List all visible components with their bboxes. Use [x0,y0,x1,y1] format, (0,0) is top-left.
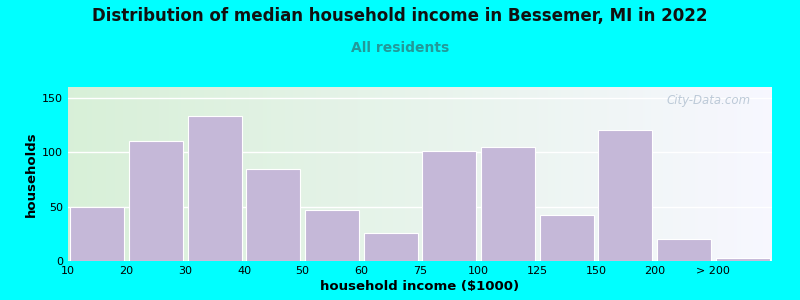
Text: Distribution of median household income in Bessemer, MI in 2022: Distribution of median household income … [92,8,708,26]
Bar [540,215,594,261]
Bar [481,147,535,261]
X-axis label: household income ($1000): household income ($1000) [321,280,519,293]
Bar [598,130,652,261]
Bar [657,239,711,261]
Bar [70,207,124,261]
Bar [188,116,242,261]
Bar [246,169,300,261]
Y-axis label: households: households [25,131,38,217]
Bar [422,151,476,261]
Bar [305,210,359,261]
Text: City-Data.com: City-Data.com [666,94,751,107]
Bar [716,258,770,261]
Bar [364,233,418,261]
Bar [129,141,183,261]
Text: All residents: All residents [351,40,449,55]
